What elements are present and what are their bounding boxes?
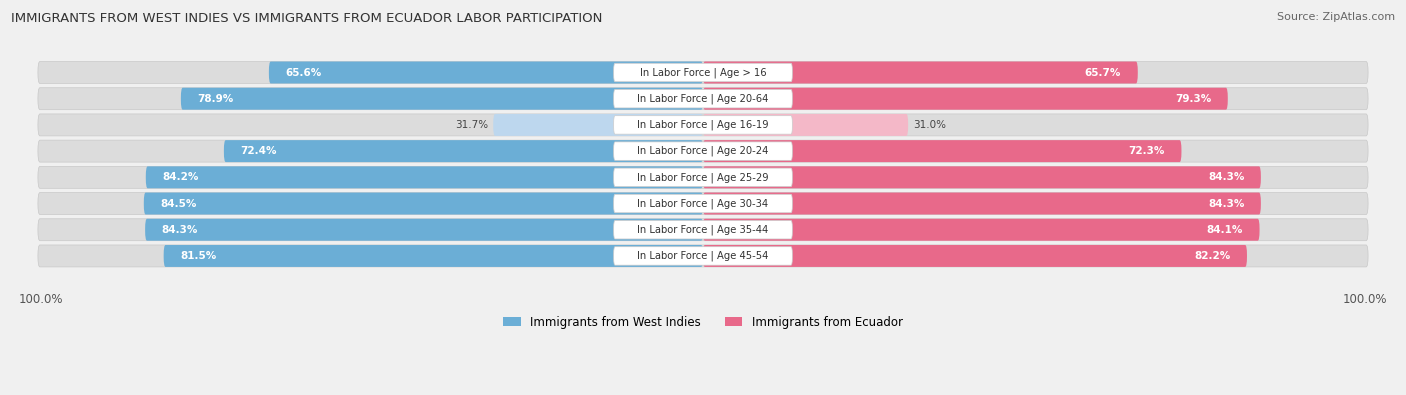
Text: In Labor Force | Age 45-54: In Labor Force | Age 45-54 xyxy=(637,251,769,261)
Text: 79.3%: 79.3% xyxy=(1175,94,1211,104)
Text: 84.3%: 84.3% xyxy=(1208,172,1244,182)
Text: 81.5%: 81.5% xyxy=(180,251,217,261)
Text: 84.2%: 84.2% xyxy=(162,172,198,182)
Text: 31.0%: 31.0% xyxy=(914,120,946,130)
Text: IMMIGRANTS FROM WEST INDIES VS IMMIGRANTS FROM ECUADOR LABOR PARTICIPATION: IMMIGRANTS FROM WEST INDIES VS IMMIGRANT… xyxy=(11,12,603,25)
FancyBboxPatch shape xyxy=(613,168,793,186)
FancyBboxPatch shape xyxy=(38,140,1368,162)
FancyBboxPatch shape xyxy=(703,88,1227,110)
Text: 84.1%: 84.1% xyxy=(1206,225,1243,235)
Text: 78.9%: 78.9% xyxy=(197,94,233,104)
Text: In Labor Force | Age 25-29: In Labor Force | Age 25-29 xyxy=(637,172,769,182)
Text: 72.3%: 72.3% xyxy=(1129,146,1166,156)
Text: In Labor Force | Age 20-64: In Labor Force | Age 20-64 xyxy=(637,94,769,104)
FancyBboxPatch shape xyxy=(613,220,793,239)
FancyBboxPatch shape xyxy=(703,62,1137,83)
FancyBboxPatch shape xyxy=(613,142,793,160)
FancyBboxPatch shape xyxy=(703,166,1261,188)
Text: In Labor Force | Age 30-34: In Labor Force | Age 30-34 xyxy=(637,198,769,209)
FancyBboxPatch shape xyxy=(163,245,703,267)
FancyBboxPatch shape xyxy=(703,219,1260,241)
FancyBboxPatch shape xyxy=(38,88,1368,110)
FancyBboxPatch shape xyxy=(269,62,703,83)
Text: 84.5%: 84.5% xyxy=(160,199,197,209)
FancyBboxPatch shape xyxy=(146,166,703,188)
FancyBboxPatch shape xyxy=(181,88,703,110)
FancyBboxPatch shape xyxy=(38,245,1368,267)
FancyBboxPatch shape xyxy=(38,166,1368,188)
Text: Source: ZipAtlas.com: Source: ZipAtlas.com xyxy=(1277,12,1395,22)
Text: 82.2%: 82.2% xyxy=(1194,251,1230,261)
Text: 65.6%: 65.6% xyxy=(285,68,322,77)
FancyBboxPatch shape xyxy=(613,247,793,265)
Text: In Labor Force | Age 16-19: In Labor Force | Age 16-19 xyxy=(637,120,769,130)
FancyBboxPatch shape xyxy=(613,194,793,213)
FancyBboxPatch shape xyxy=(38,219,1368,241)
Text: 65.7%: 65.7% xyxy=(1085,68,1121,77)
FancyBboxPatch shape xyxy=(143,192,703,214)
Text: In Labor Force | Age 20-24: In Labor Force | Age 20-24 xyxy=(637,146,769,156)
Text: 84.3%: 84.3% xyxy=(1208,199,1244,209)
FancyBboxPatch shape xyxy=(703,245,1247,267)
Text: 31.7%: 31.7% xyxy=(454,120,488,130)
FancyBboxPatch shape xyxy=(38,192,1368,214)
FancyBboxPatch shape xyxy=(703,114,908,136)
Text: 72.4%: 72.4% xyxy=(240,146,277,156)
FancyBboxPatch shape xyxy=(613,90,793,108)
FancyBboxPatch shape xyxy=(224,140,703,162)
FancyBboxPatch shape xyxy=(145,219,703,241)
Legend: Immigrants from West Indies, Immigrants from Ecuador: Immigrants from West Indies, Immigrants … xyxy=(499,311,907,334)
FancyBboxPatch shape xyxy=(613,63,793,82)
FancyBboxPatch shape xyxy=(38,114,1368,136)
FancyBboxPatch shape xyxy=(38,62,1368,83)
FancyBboxPatch shape xyxy=(494,114,703,136)
FancyBboxPatch shape xyxy=(703,140,1181,162)
Text: 84.3%: 84.3% xyxy=(162,225,198,235)
Text: In Labor Force | Age > 16: In Labor Force | Age > 16 xyxy=(640,67,766,78)
FancyBboxPatch shape xyxy=(703,192,1261,214)
FancyBboxPatch shape xyxy=(613,116,793,134)
Text: In Labor Force | Age 35-44: In Labor Force | Age 35-44 xyxy=(637,224,769,235)
